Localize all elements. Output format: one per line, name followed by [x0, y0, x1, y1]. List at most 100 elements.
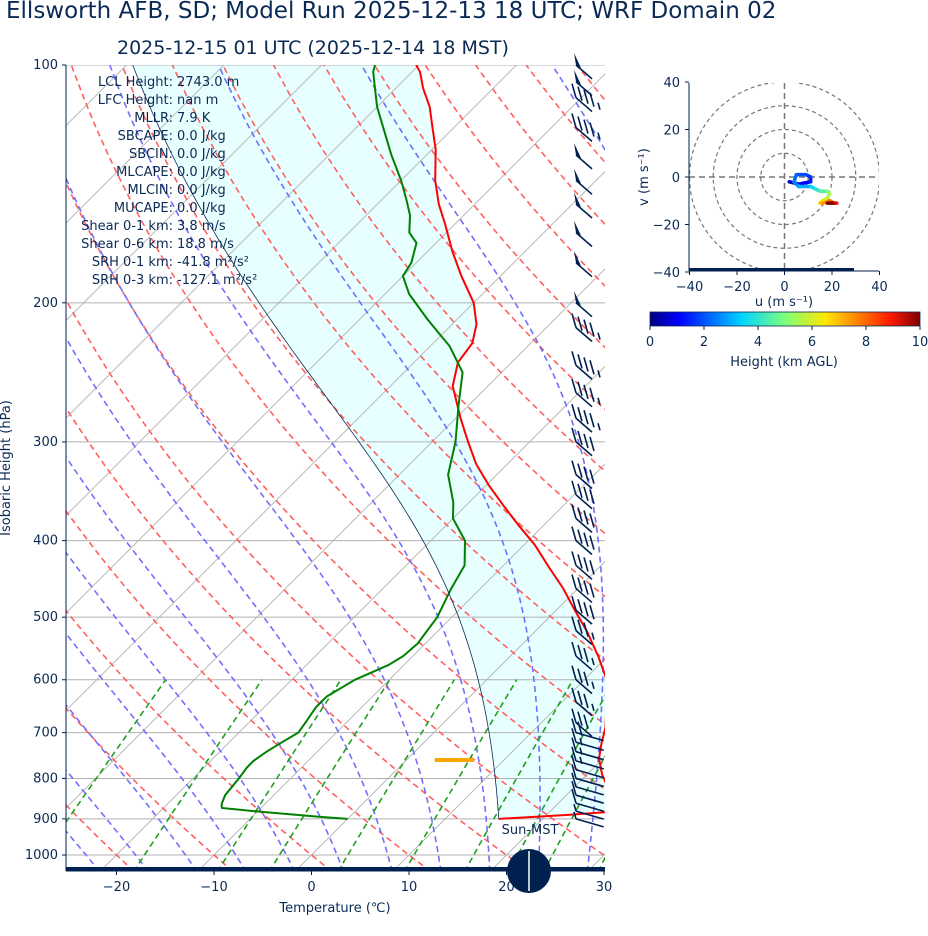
wind-barb-full	[571, 687, 577, 703]
wind-barb-half	[579, 738, 583, 746]
y-axis-label: Isobaric Height (hPa)	[0, 400, 14, 536]
range-ring	[712, 105, 857, 249]
wind-barb-half	[573, 803, 577, 812]
wind-barb-full	[577, 668, 583, 683]
moist-adiabat	[66, 551, 296, 871]
stat-label: SRH 0-1 km:	[92, 255, 173, 270]
wind-barb-full	[571, 313, 577, 328]
isotherm	[392, 658, 605, 871]
mixing-ratio-line	[132, 679, 263, 871]
wind-barb-staff	[575, 741, 604, 752]
wind-barb-full	[571, 113, 577, 128]
sun-label: Sun-MST	[502, 823, 559, 838]
wind-barb-full	[577, 116, 583, 131]
wind-barb	[574, 192, 593, 219]
wind-barb-staff	[575, 768, 604, 779]
wind-barb-half	[597, 397, 601, 406]
wind-barb-full	[583, 671, 589, 686]
parcel-profile	[132, 65, 500, 819]
wind-barb	[573, 811, 604, 828]
wind-barb-full	[589, 436, 595, 452]
isotherm	[66, 65, 420, 419]
wind-barb-staff	[575, 760, 604, 770]
wind-barb-full	[571, 755, 577, 770]
wind-barb-full	[583, 319, 589, 334]
wind-barb	[571, 313, 601, 343]
y-tick-label: 200	[33, 296, 58, 311]
hodo-x-tick-label: 0	[780, 280, 788, 295]
mixing-ratio-line	[66, 679, 167, 824]
colorbar	[649, 311, 921, 327]
colorbar-tick-label: 6	[808, 335, 816, 350]
wind-barb-full	[571, 378, 577, 394]
wind-barb	[571, 746, 604, 770]
stat-label: Shear 0-1 km:	[81, 219, 173, 234]
wind-barb-full	[571, 596, 577, 611]
wind-barb-full	[589, 92, 595, 107]
wind-barb	[574, 290, 593, 318]
dry-adiabat	[70, 65, 605, 726]
wind-barb-staff	[575, 731, 604, 742]
mixing-ratio-line	[403, 679, 518, 871]
wind-barb	[574, 69, 593, 97]
wind-barb	[574, 168, 593, 195]
wind-barb	[571, 351, 601, 380]
dry-adiabat	[576, 65, 605, 102]
y-tick-label: 600	[33, 673, 58, 688]
dry-adiabat	[66, 707, 234, 871]
wind-barb-staff	[575, 786, 604, 796]
mixing-ratio-line	[597, 856, 605, 871]
wind-barb-staff	[575, 517, 593, 533]
stat-label: SRH 0-3 km:	[92, 273, 173, 288]
wind-barb-full	[589, 322, 595, 337]
x-tick-label: 10	[401, 880, 418, 895]
wind-barb-full	[583, 557, 589, 572]
wind-barb-staff	[575, 750, 604, 761]
mixing-ratio-line	[337, 679, 455, 871]
wind-barb-staff	[575, 179, 593, 195]
wind-barb	[571, 728, 604, 752]
colorbar-tick-label: 2	[700, 335, 708, 350]
wind-barb-staff	[575, 64, 593, 80]
wind-barb-flag	[574, 69, 581, 85]
wind-barb-full	[577, 407, 583, 422]
wind-barb-full	[571, 460, 577, 475]
wind-barb-staff	[575, 818, 604, 828]
stat-value: nan m	[177, 93, 218, 108]
wind-barb	[571, 687, 595, 717]
wind-barb-full	[571, 574, 577, 589]
wind-barb-full	[589, 560, 595, 575]
wind-barb	[571, 526, 595, 556]
colorbar-tick-label: 4	[754, 335, 762, 350]
colorbar-tick-label: 10	[912, 335, 928, 350]
wind-barb-full	[571, 764, 577, 779]
dry-adiabat	[627, 65, 928, 872]
wind-barb-full	[577, 554, 583, 569]
wind-barb-full	[577, 644, 583, 660]
wind-barb-full	[583, 602, 589, 617]
wind-barb-full	[571, 404, 577, 419]
wind-barb-staff	[575, 494, 593, 510]
moist-adiabat	[109, 65, 491, 871]
dry-adiabat	[66, 406, 531, 871]
wind-barb-full	[583, 486, 589, 502]
moist-adiabat	[66, 176, 442, 871]
isotherm	[685, 29, 928, 872]
wind-barb	[574, 53, 593, 80]
stat-label: SBCIN:	[129, 147, 173, 162]
dry-adiabat	[66, 509, 432, 871]
wind-barb-full	[571, 551, 577, 566]
wind-barb-full	[577, 316, 583, 331]
x-tick-label: −20	[103, 880, 130, 895]
x-tick-label: 30	[596, 880, 613, 895]
wind-barb-full	[589, 513, 595, 528]
wind-barb-full	[583, 622, 589, 637]
wind-barb-staff	[575, 81, 593, 97]
wind-barb-full	[577, 507, 583, 522]
isotherm	[66, 73, 605, 614]
stat-label: MLCAPE:	[116, 165, 173, 180]
wind-barb-staff	[575, 794, 604, 804]
wind-barb	[571, 551, 595, 580]
y-tick-label: 400	[33, 534, 58, 549]
isotherm	[66, 268, 605, 809]
